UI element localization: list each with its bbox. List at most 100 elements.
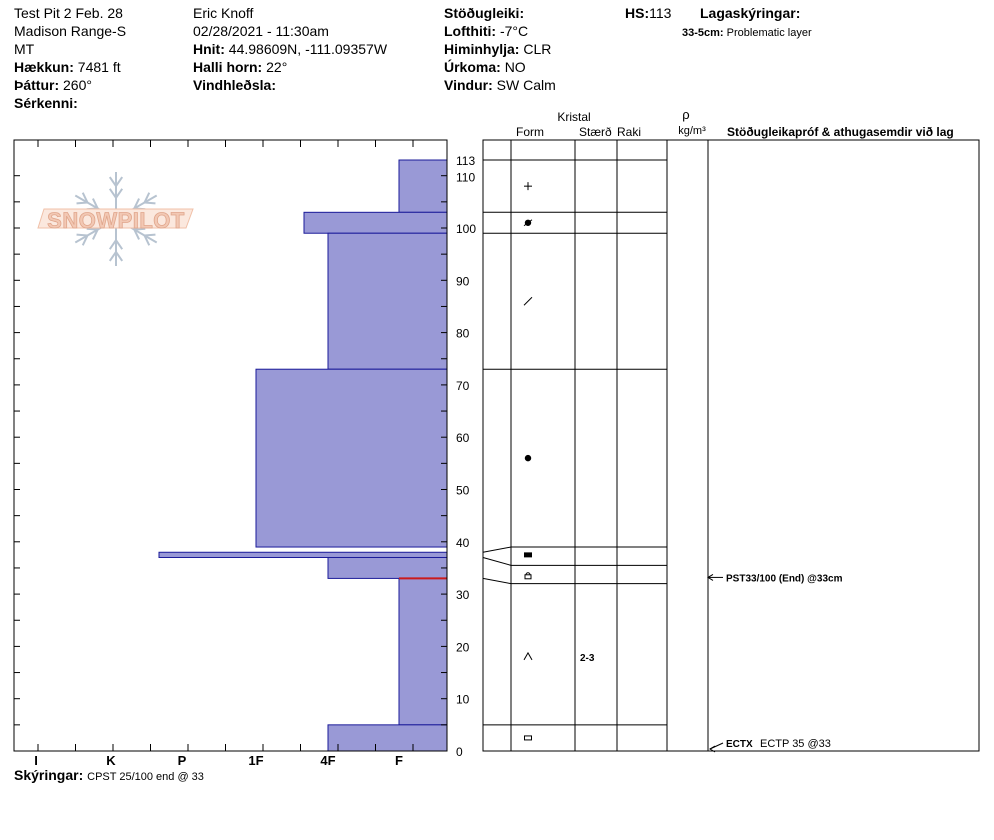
density-unit: kg/m³ <box>678 125 706 137</box>
notes-label: Skýringar: <box>14 767 84 783</box>
hardness-bar <box>327 724 448 752</box>
logo-text: SNOWPILOT <box>47 208 185 233</box>
hardness-axis: I K P 1F 4F F <box>34 753 403 768</box>
precip-value: NO <box>504 59 526 75</box>
wind-loading-label: Vindhleðsla: <box>193 77 276 93</box>
snowflake-branch <box>115 251 124 262</box>
footer-notes: Skýringar: CPST 25/100 end @ 33 <box>14 766 204 786</box>
grain-size-label: 2-3 <box>580 653 595 664</box>
stability-tests: PST33/100 (End) @33cm ECTX ECTP 35 @33 <box>707 573 843 753</box>
test-code: PST33/100 (End) @33cm <box>726 573 843 584</box>
depth-tick-label: 50 <box>456 484 470 498</box>
grain-faceted-icon <box>524 735 532 741</box>
grain-faceted-rounded-icon <box>524 574 532 580</box>
snow-height: HS:113 <box>625 4 671 22</box>
depth-tick-label: 0 <box>456 745 463 759</box>
aspect-label: Þáttur: <box>14 77 60 93</box>
table-rows: 2-3 <box>482 159 667 741</box>
snowflake-branch <box>92 198 99 209</box>
snowflake-branch <box>86 227 98 231</box>
sky-value: CLR <box>523 41 552 57</box>
arrow-icon <box>709 745 716 753</box>
row-connector <box>482 557 512 566</box>
depth-tick-label: 90 <box>456 274 470 288</box>
hardness-bar <box>398 159 448 213</box>
layer-note: 33-5cm: Problematic layer <box>682 24 812 42</box>
depth-axis: 0 10 20 30 40 50 60 70 80 90 100 110 113 <box>456 154 476 759</box>
hardness-tick-label: 1F <box>248 753 263 768</box>
depth-tick-label: 60 <box>456 431 470 445</box>
depth-tick-label: 30 <box>456 588 470 602</box>
aspect-value: 260° <box>63 77 92 93</box>
depth-tick-label: 70 <box>456 379 470 393</box>
hardness-bar <box>158 551 448 558</box>
coordinates: Hnit: 44.98609N, -111.09357W <box>193 40 387 58</box>
moisture-header: Raki <box>617 125 641 139</box>
arrow-icon <box>707 573 714 581</box>
hs-value: 113 <box>649 5 672 21</box>
form-header: Form <box>516 125 544 139</box>
stability-tests-header: Stöðugleikapróf & athugasemdir við lag <box>727 125 954 139</box>
snowflake-branch <box>92 229 99 240</box>
hardness-tick-label: 4F <box>320 753 335 768</box>
air-temperature: Lofthiti: -7°C <box>444 22 528 40</box>
slope-label: Halli horn: <box>193 59 263 75</box>
precip-label: Úrkoma: <box>444 59 501 75</box>
snowflake-branch <box>108 251 117 262</box>
hardness-bar <box>255 368 448 548</box>
observation-datetime: 02/28/2021 - 11:30am <box>193 23 329 39</box>
sky-label: Himinhylja: <box>444 41 520 57</box>
depth-tick-label: 100 <box>456 222 476 236</box>
hardness-tick-label: P <box>178 753 187 768</box>
size-header: Stærð <box>579 125 612 139</box>
range-name: Madison Range-S <box>14 23 127 39</box>
layer-table <box>482 139 980 752</box>
snowpilot-logo: SNOWPILOT <box>37 172 194 266</box>
hardness-layers <box>158 159 448 752</box>
aspect: Þáttur: 260° <box>14 76 92 94</box>
snowflake-branch <box>133 198 140 209</box>
elevation-value: 7481 ft <box>77 59 121 75</box>
snowflake-branch <box>115 176 124 187</box>
features-label: Sérkenni: <box>14 95 78 111</box>
snowflake-branch <box>76 233 88 237</box>
depth-tick-label: 80 <box>456 327 470 341</box>
grain-rounded-icon <box>524 454 532 462</box>
precipitation: Úrkoma: NO <box>444 58 526 76</box>
hardness-bar <box>398 577 448 726</box>
air-temp-label: Lofthiti: <box>444 23 497 39</box>
snowflake-branch <box>108 239 117 250</box>
grain-decomposing-icon <box>523 296 533 306</box>
slope-angle: Halli horn: 22° <box>193 58 287 76</box>
crystal-header: Kristal <box>557 110 590 124</box>
snowflake-branch <box>108 188 117 199</box>
hardness-tick-label: K <box>106 753 116 768</box>
hardness-bar <box>327 556 448 579</box>
snowflake-branch <box>143 192 151 203</box>
wind-label: Vindur: <box>444 77 493 93</box>
depth-tick-label: 20 <box>456 640 470 654</box>
snowflake-branch <box>115 188 124 199</box>
coords-value: 44.98609N, -111.09357W <box>228 41 388 57</box>
table-frame <box>482 139 980 752</box>
slope-value: 22° <box>266 59 288 75</box>
grain-melt-freeze-icon <box>523 219 533 227</box>
density-symbol: ρ <box>682 107 689 122</box>
snowflake-branch <box>115 239 124 250</box>
snowflake-branch <box>133 229 140 240</box>
hs-label: HS: <box>625 5 650 21</box>
state-name: MT <box>14 41 35 57</box>
snowflake-branch <box>143 235 151 246</box>
snowflake-branch <box>108 176 117 187</box>
grain-faceted-rounded-icon <box>525 572 531 575</box>
elevation: Hækkun: 7481 ft <box>14 58 121 76</box>
hardness-chart-frame <box>13 139 448 752</box>
grain-depth-hoar-icon <box>523 651 533 661</box>
wind-value: SW Calm <box>496 77 556 93</box>
test-code: ECTX <box>726 739 753 750</box>
axis-ticks <box>14 140 447 751</box>
snowflake-branch <box>134 227 146 231</box>
layer-note-text: Problematic layer <box>726 27 812 39</box>
row-connector <box>482 577 512 585</box>
